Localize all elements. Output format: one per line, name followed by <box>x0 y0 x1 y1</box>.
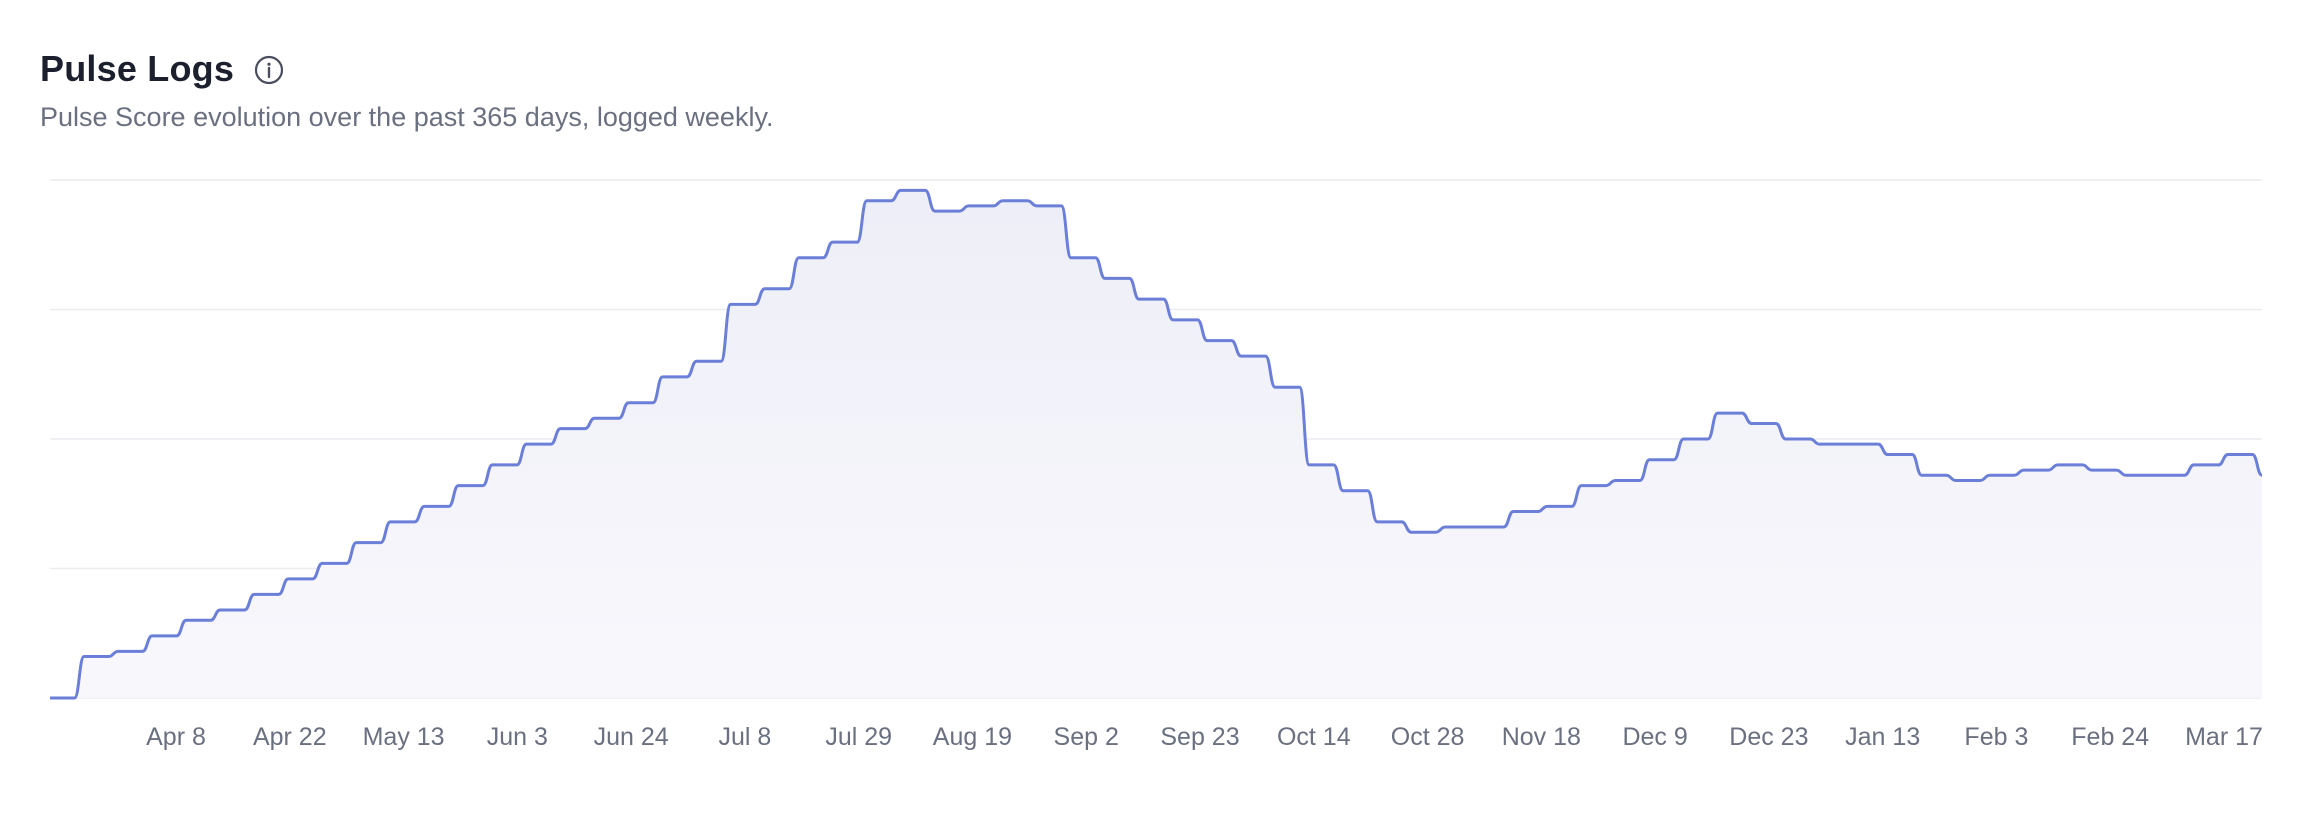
data-point <box>353 540 359 546</box>
x-tick-label: Mar 17 <box>2185 723 2263 751</box>
data-point <box>626 400 632 406</box>
data-point <box>183 617 189 623</box>
data-point <box>1306 462 1312 468</box>
data-point <box>1442 524 1448 530</box>
data-point <box>523 441 529 447</box>
data-point <box>1000 198 1006 204</box>
data-point <box>1987 472 1993 478</box>
x-tick-label: Sep 2 <box>1054 723 1119 751</box>
data-point <box>1544 503 1550 509</box>
data-point <box>1204 338 1210 344</box>
data-point <box>728 301 734 307</box>
data-point <box>932 208 938 214</box>
data-point <box>149 633 155 639</box>
page-title: Pulse Logs <box>40 48 235 89</box>
x-tick-label: Dec 23 <box>1729 723 1808 751</box>
data-point <box>864 198 870 204</box>
x-tick-label: May 13 <box>363 723 445 751</box>
data-point <box>1578 483 1584 489</box>
x-tick-label: Oct 14 <box>1277 723 1351 751</box>
data-point <box>1646 457 1652 463</box>
x-tick-label: Oct 28 <box>1391 723 1465 751</box>
data-point <box>1034 203 1040 209</box>
x-tick-label: Feb 24 <box>2071 723 2149 751</box>
data-point <box>796 255 802 261</box>
x-tick-label: Aug 19 <box>933 723 1012 751</box>
data-point <box>2123 472 2129 478</box>
data-point <box>1272 384 1278 390</box>
data-point <box>1680 436 1686 442</box>
data-point <box>251 591 257 597</box>
data-point <box>1170 317 1176 323</box>
data-point <box>1612 477 1618 483</box>
data-point <box>762 286 768 292</box>
data-point <box>1851 441 1857 447</box>
data-point <box>898 187 904 193</box>
data-point <box>1068 255 1074 261</box>
x-axis-ticks: Apr 8 Apr 22 May 13 Jun 3 Jun 24 Jul 8 Jul 29 A… <box>146 723 2263 751</box>
data-point <box>47 695 53 701</box>
title-row: Pulse Logs <box>40 48 773 90</box>
data-point <box>2225 452 2231 458</box>
series-line <box>50 188 2263 700</box>
data-point <box>591 415 597 421</box>
data-point <box>1749 420 1755 426</box>
data-point <box>1885 452 1891 458</box>
data-point <box>557 426 563 432</box>
x-tick-label: Apr 22 <box>253 723 327 751</box>
data-point <box>694 358 700 364</box>
data-point <box>2259 472 2265 478</box>
data-point <box>1238 353 1244 359</box>
data-point <box>1340 488 1346 494</box>
data-point <box>2021 467 2027 473</box>
data-point <box>1783 436 1789 442</box>
data-point <box>2089 467 2095 473</box>
data-point <box>217 607 223 613</box>
page-subtitle: Pulse Score evolution over the past 365 … <box>40 102 774 132</box>
data-point <box>1510 509 1516 515</box>
x-tick-label: Jun 3 <box>487 723 548 751</box>
data-point <box>1408 529 1414 535</box>
x-tick-label: Apr 8 <box>146 723 206 751</box>
data-point <box>1953 477 1959 483</box>
x-tick-label: Jan 13 <box>1845 723 1920 751</box>
data-point <box>1919 472 1925 478</box>
x-tick-label: Jun 24 <box>594 723 669 751</box>
data-point <box>1476 524 1482 530</box>
data-point <box>285 576 291 582</box>
data-point <box>1102 275 1108 281</box>
data-point <box>489 462 495 468</box>
x-tick-label: Nov 18 <box>1502 723 1581 751</box>
data-point <box>966 203 972 209</box>
data-point <box>81 654 87 660</box>
data-point <box>2055 462 2061 468</box>
info-circle-icon[interactable] <box>252 53 286 87</box>
data-point <box>1817 441 1823 447</box>
data-point <box>660 374 666 380</box>
data-point <box>387 519 393 525</box>
data-point <box>830 239 836 245</box>
x-tick-label: Dec 9 <box>1622 723 1687 751</box>
x-tick-label: Jul 8 <box>718 723 771 751</box>
data-point <box>115 648 121 654</box>
x-tick-label: Feb 3 <box>1964 723 2028 751</box>
x-tick-label: Sep 23 <box>1160 723 1239 751</box>
data-point <box>455 483 461 489</box>
data-point <box>1136 296 1142 302</box>
data-point <box>1715 410 1721 416</box>
x-tick-label: Jul 29 <box>825 723 892 751</box>
chart-header: Pulse Logs Pulse Score evolution over th… <box>40 48 773 133</box>
data-point <box>421 503 427 509</box>
data-point <box>1374 519 1380 525</box>
data-point <box>319 560 325 566</box>
data-point <box>2191 462 2197 468</box>
data-point <box>2157 472 2163 478</box>
series-area <box>50 190 2262 699</box>
